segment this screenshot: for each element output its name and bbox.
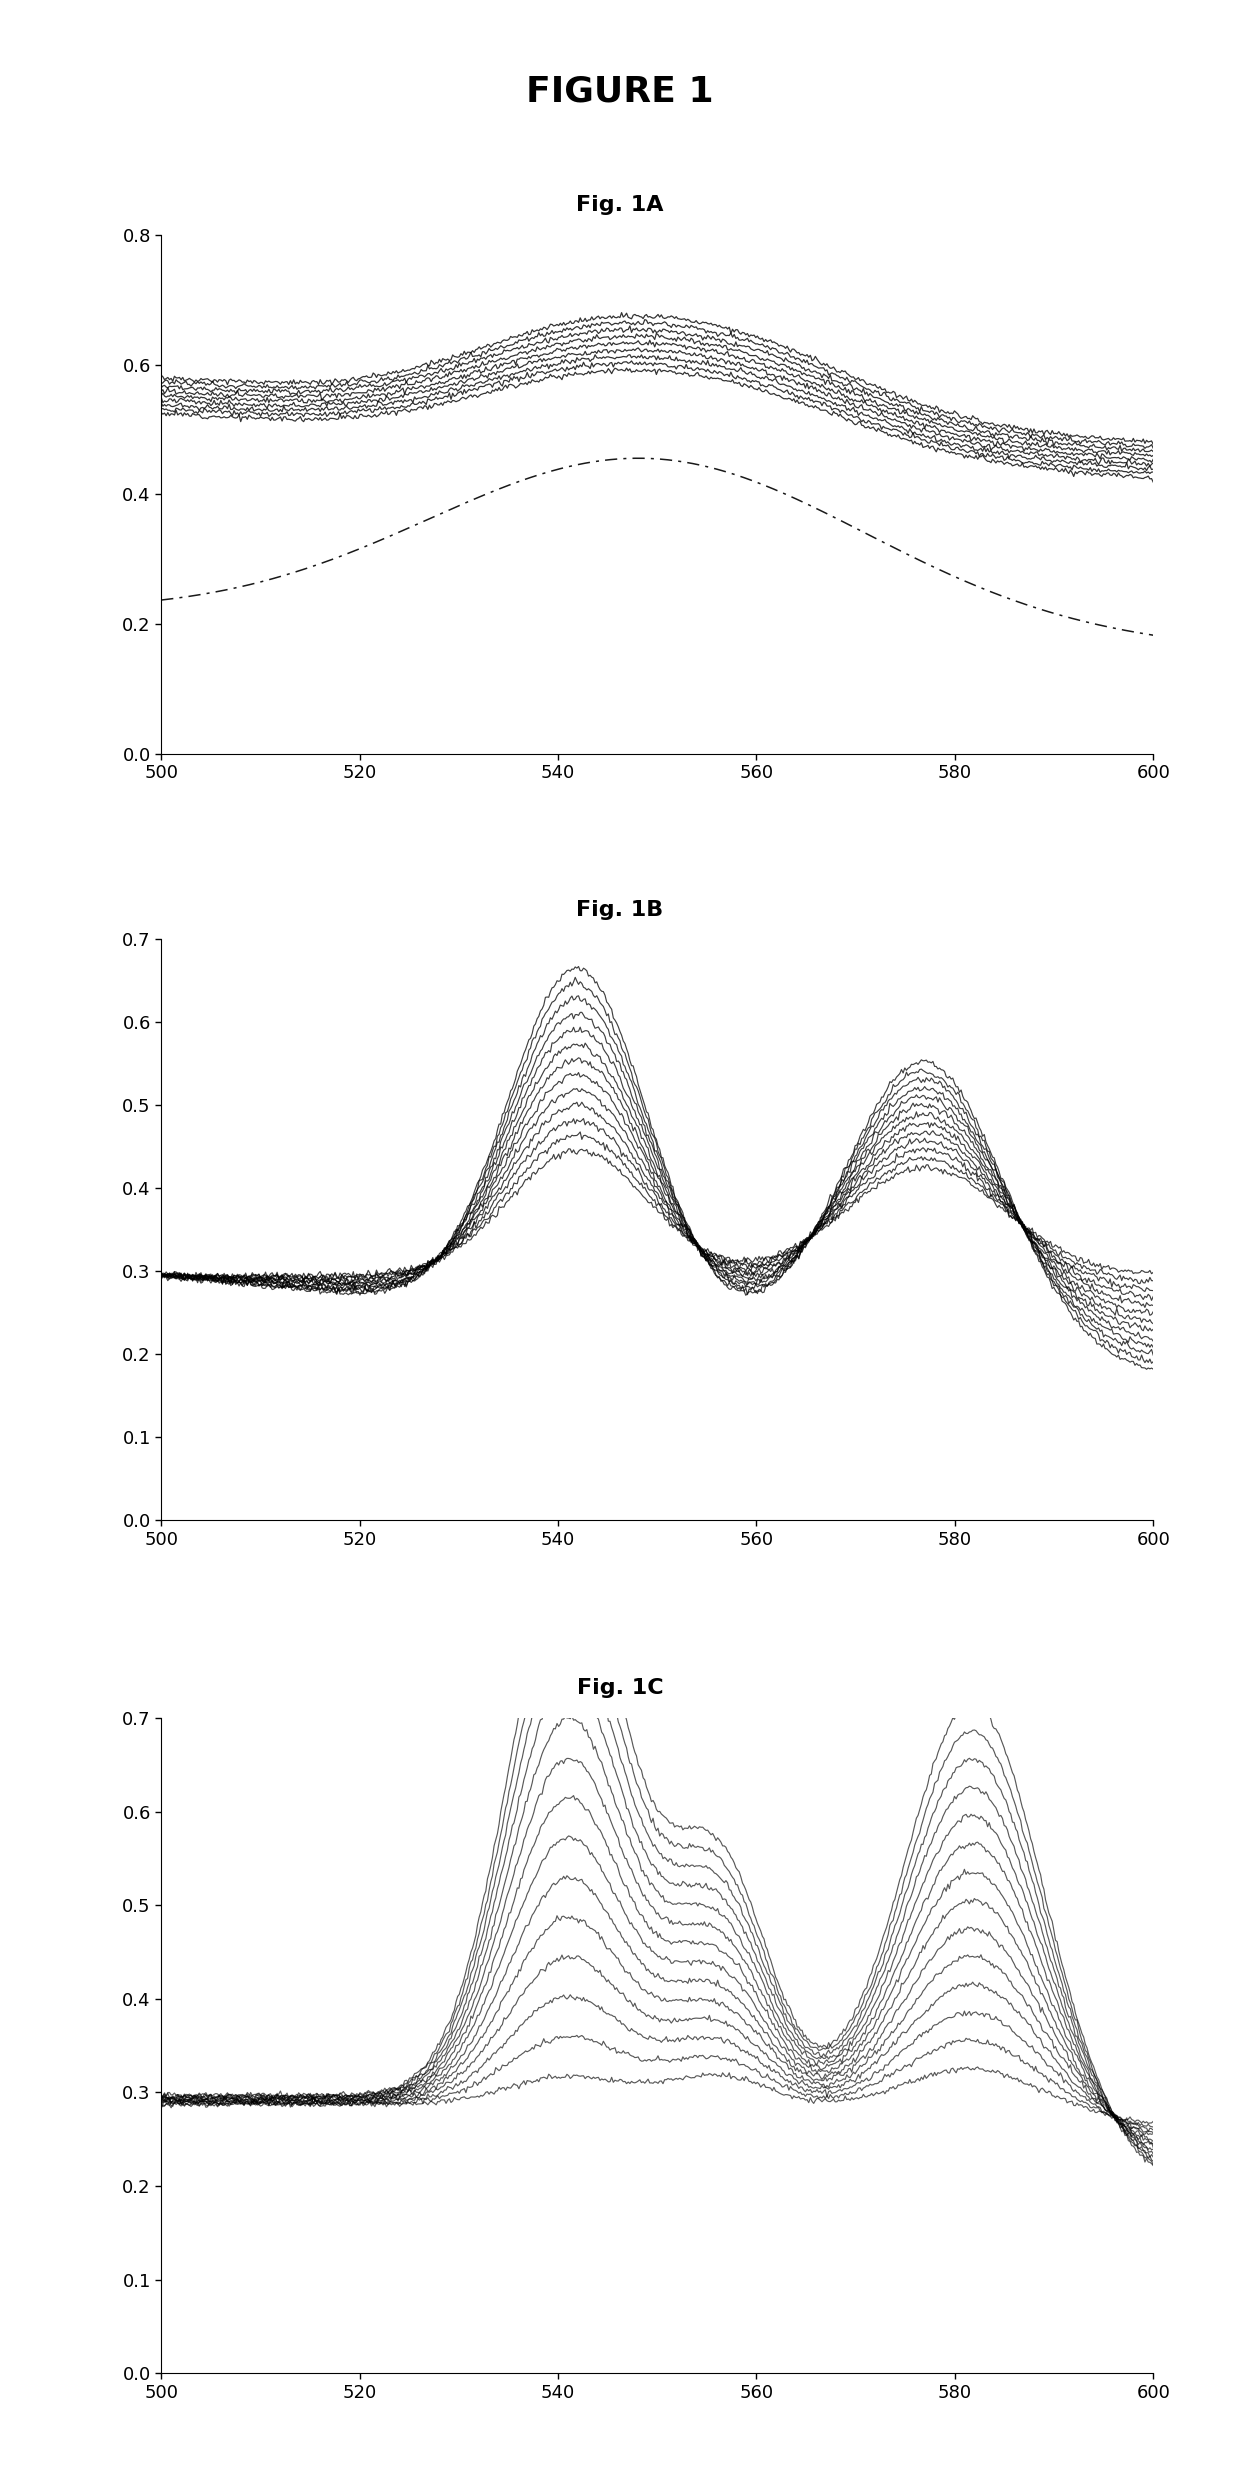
Text: FIGURE 1: FIGURE 1 bbox=[526, 74, 714, 109]
Text: Fig. 1B: Fig. 1B bbox=[577, 900, 663, 920]
Text: Fig. 1A: Fig. 1A bbox=[577, 195, 663, 215]
Text: Fig. 1C: Fig. 1C bbox=[577, 1678, 663, 1698]
